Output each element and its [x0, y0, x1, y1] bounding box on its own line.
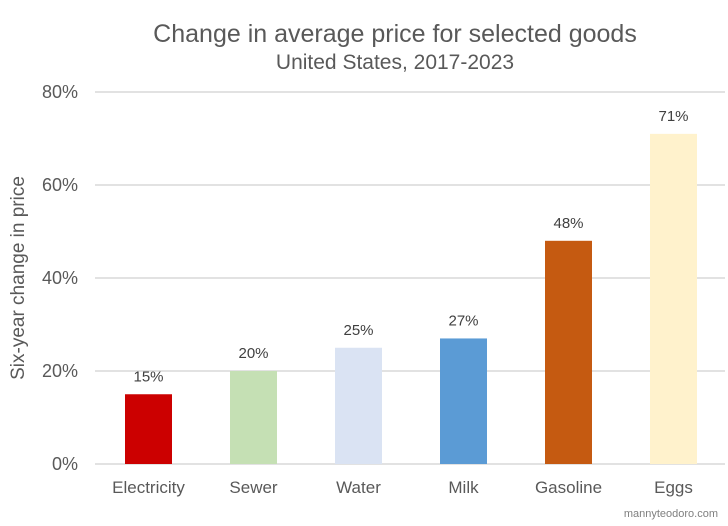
data-label-sewer: 20%: [238, 345, 268, 362]
data-labels: 15% 20% 25% 27% 48% 71%: [133, 108, 688, 385]
y-axis-ticks: 0% 20% 40% 60% 80%: [42, 82, 78, 474]
chart-title: Change in average price for selected goo…: [153, 20, 637, 48]
x-tick-label-gasoline: Gasoline: [535, 478, 602, 497]
bar-water: [335, 347, 382, 464]
x-tick-label-water: Water: [336, 478, 381, 497]
x-axis-categories: Electricity Sewer Water Milk Gasoline Eggs: [112, 478, 693, 497]
credit-text: mannyteodoro.com: [624, 508, 718, 520]
data-label-milk: 27%: [448, 312, 478, 329]
y-tick-label: 80%: [42, 82, 78, 102]
bars: [125, 133, 697, 464]
bar-gasoline: [545, 240, 592, 464]
bar-electricity: [125, 394, 172, 464]
x-tick-label-eggs: Eggs: [654, 478, 693, 497]
bar-sewer: [230, 371, 277, 464]
y-tick-label: 20%: [42, 361, 78, 381]
x-tick-label-milk: Milk: [448, 478, 479, 497]
bar-milk: [440, 338, 487, 464]
data-label-electricity: 15%: [133, 368, 163, 385]
chart-subtitle: United States, 2017-2023: [276, 51, 514, 74]
y-tick-label: 60%: [42, 175, 78, 195]
y-tick-label: 0%: [52, 454, 78, 474]
y-axis-label: Six-year change in price: [8, 176, 29, 380]
x-tick-label-sewer: Sewer: [229, 478, 278, 497]
data-label-eggs: 71%: [658, 108, 688, 125]
data-label-water: 25%: [343, 322, 373, 339]
x-tick-label-electricity: Electricity: [112, 478, 185, 497]
bar-eggs: [650, 133, 697, 464]
gridlines: [95, 91, 725, 465]
data-label-gasoline: 48%: [553, 215, 583, 232]
y-tick-label: 40%: [42, 268, 78, 288]
